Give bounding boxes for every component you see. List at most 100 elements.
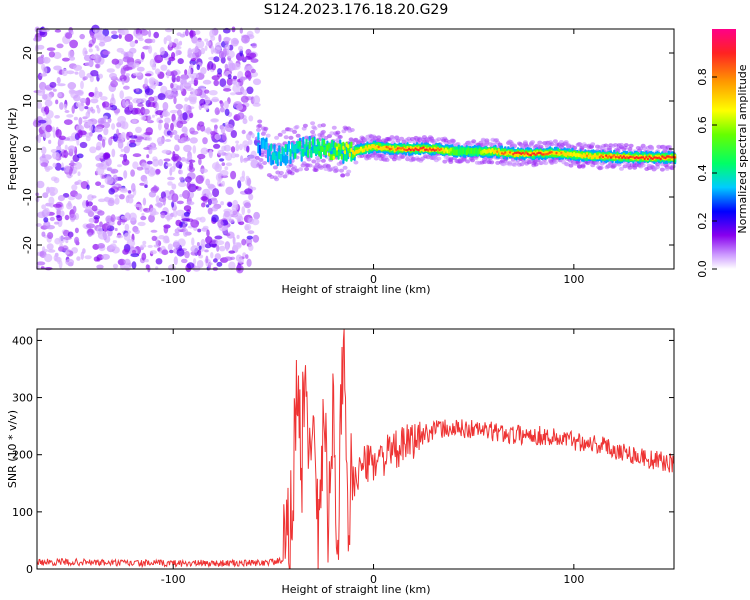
heatmap-cell [161, 111, 171, 117]
heatmap-cell [238, 143, 243, 151]
heatmap-cell [115, 216, 119, 220]
heatmap-cell [628, 143, 634, 148]
heatmap-cell [203, 128, 212, 134]
heatmap-cell [123, 265, 130, 271]
heatmap-cell [241, 129, 246, 135]
heatmap-cell [230, 152, 237, 159]
heatmap-cell [87, 120, 92, 126]
heatmap-cell [177, 109, 182, 117]
spectrogram-ylabel: Frequency (Hz) [6, 108, 19, 191]
heatmap-cell [207, 262, 213, 266]
heatmap-cell [211, 214, 219, 223]
heatmap-cell [88, 92, 95, 97]
heatmap-cell [263, 126, 269, 131]
heatmap-cell [530, 140, 536, 145]
heatmap-cell [36, 261, 46, 266]
heatmap-cell [171, 130, 178, 135]
heatmap-cell [199, 168, 208, 174]
heatmap-cell [238, 45, 244, 52]
heatmap-cell [110, 80, 118, 88]
heatmap-cell [64, 144, 68, 151]
heatmap-cell [178, 164, 182, 170]
heatmap-cell [132, 97, 142, 104]
heatmap-cell [560, 151, 563, 154]
heatmap-cell [53, 254, 58, 262]
heatmap-cell [179, 169, 184, 175]
heatmap-cell [148, 96, 155, 102]
x-tick-label: 0 [370, 273, 377, 286]
heatmap-cell [117, 164, 122, 168]
heatmap-cell [75, 102, 82, 108]
heatmap-cell [450, 138, 456, 143]
heatmap-cell [201, 202, 206, 208]
heatmap-cell [552, 139, 558, 144]
heatmap-cell [226, 50, 235, 59]
heatmap-cell [311, 137, 314, 144]
heatmap-cell [82, 248, 86, 254]
heatmap-cell [641, 156, 645, 159]
heatmap-cell [206, 229, 210, 237]
heatmap-cell [307, 163, 313, 168]
heatmap-cell [242, 158, 248, 163]
heatmap-cell [73, 116, 78, 121]
heatmap-cell [220, 201, 225, 206]
heatmap-cell [182, 112, 188, 121]
heatmap-cell [179, 83, 184, 92]
heatmap-cell [66, 70, 75, 75]
heatmap-cell [95, 162, 104, 168]
heatmap-cell [102, 50, 111, 55]
heatmap-cell [69, 39, 78, 49]
y-tick-label: 100 [12, 506, 33, 519]
y-tick-label: 300 [12, 392, 33, 405]
heatmap-cell [245, 254, 249, 259]
heatmap-cell [253, 95, 261, 105]
heatmap-cell [124, 33, 134, 42]
heatmap-cell [71, 105, 75, 114]
heatmap-cell [148, 45, 153, 54]
heatmap-cell [226, 77, 233, 86]
heatmap-cell [590, 142, 596, 147]
heatmap-cell [387, 146, 390, 149]
heatmap-cell [98, 136, 103, 142]
heatmap-cell [74, 227, 79, 234]
heatmap-cell [164, 89, 174, 97]
heatmap-cell [643, 157, 646, 160]
heatmap-cell [83, 54, 92, 62]
heatmap-cell [513, 151, 516, 155]
heatmap-cell [41, 204, 46, 210]
heatmap-cell [171, 183, 177, 190]
heatmap-cell [68, 56, 76, 61]
heatmap-cell [181, 218, 191, 222]
heatmap-cell [279, 153, 282, 162]
heatmap-cell [246, 258, 252, 267]
heatmap-cell [329, 131, 335, 136]
heatmap-cell [80, 181, 89, 189]
x-tick-label: 100 [563, 573, 584, 586]
heatmap-cell [645, 155, 648, 159]
heatmap-cell [111, 58, 120, 65]
heatmap-cell [152, 186, 160, 192]
heatmap-cell [189, 127, 195, 134]
heatmap-cell [205, 178, 211, 186]
heatmap-cell [183, 103, 189, 112]
heatmap-cell [533, 162, 539, 167]
heatmap-cell [146, 136, 152, 142]
heatmap-cell [232, 199, 239, 209]
colorbar-label: Normalized spectral amplitude [736, 64, 749, 233]
heatmap-cell [132, 72, 142, 76]
heatmap-cell [539, 151, 542, 155]
heatmap-cell [183, 144, 192, 153]
heatmap-cell [57, 93, 63, 98]
y-tick-label: 10 [21, 94, 34, 108]
heatmap-cell [173, 96, 177, 105]
heatmap-cell [640, 163, 646, 168]
heatmap-cell [176, 42, 182, 46]
heatmap-cell [183, 228, 189, 237]
heatmap-cell [213, 56, 220, 63]
colorbar-tick-label: 0.0 [696, 260, 709, 278]
heatmap-cell [210, 198, 218, 205]
heatmap-cell [207, 198, 212, 206]
heatmap-cell [188, 67, 192, 75]
heatmap-cell [585, 154, 589, 157]
heatmap-cell [282, 174, 288, 179]
